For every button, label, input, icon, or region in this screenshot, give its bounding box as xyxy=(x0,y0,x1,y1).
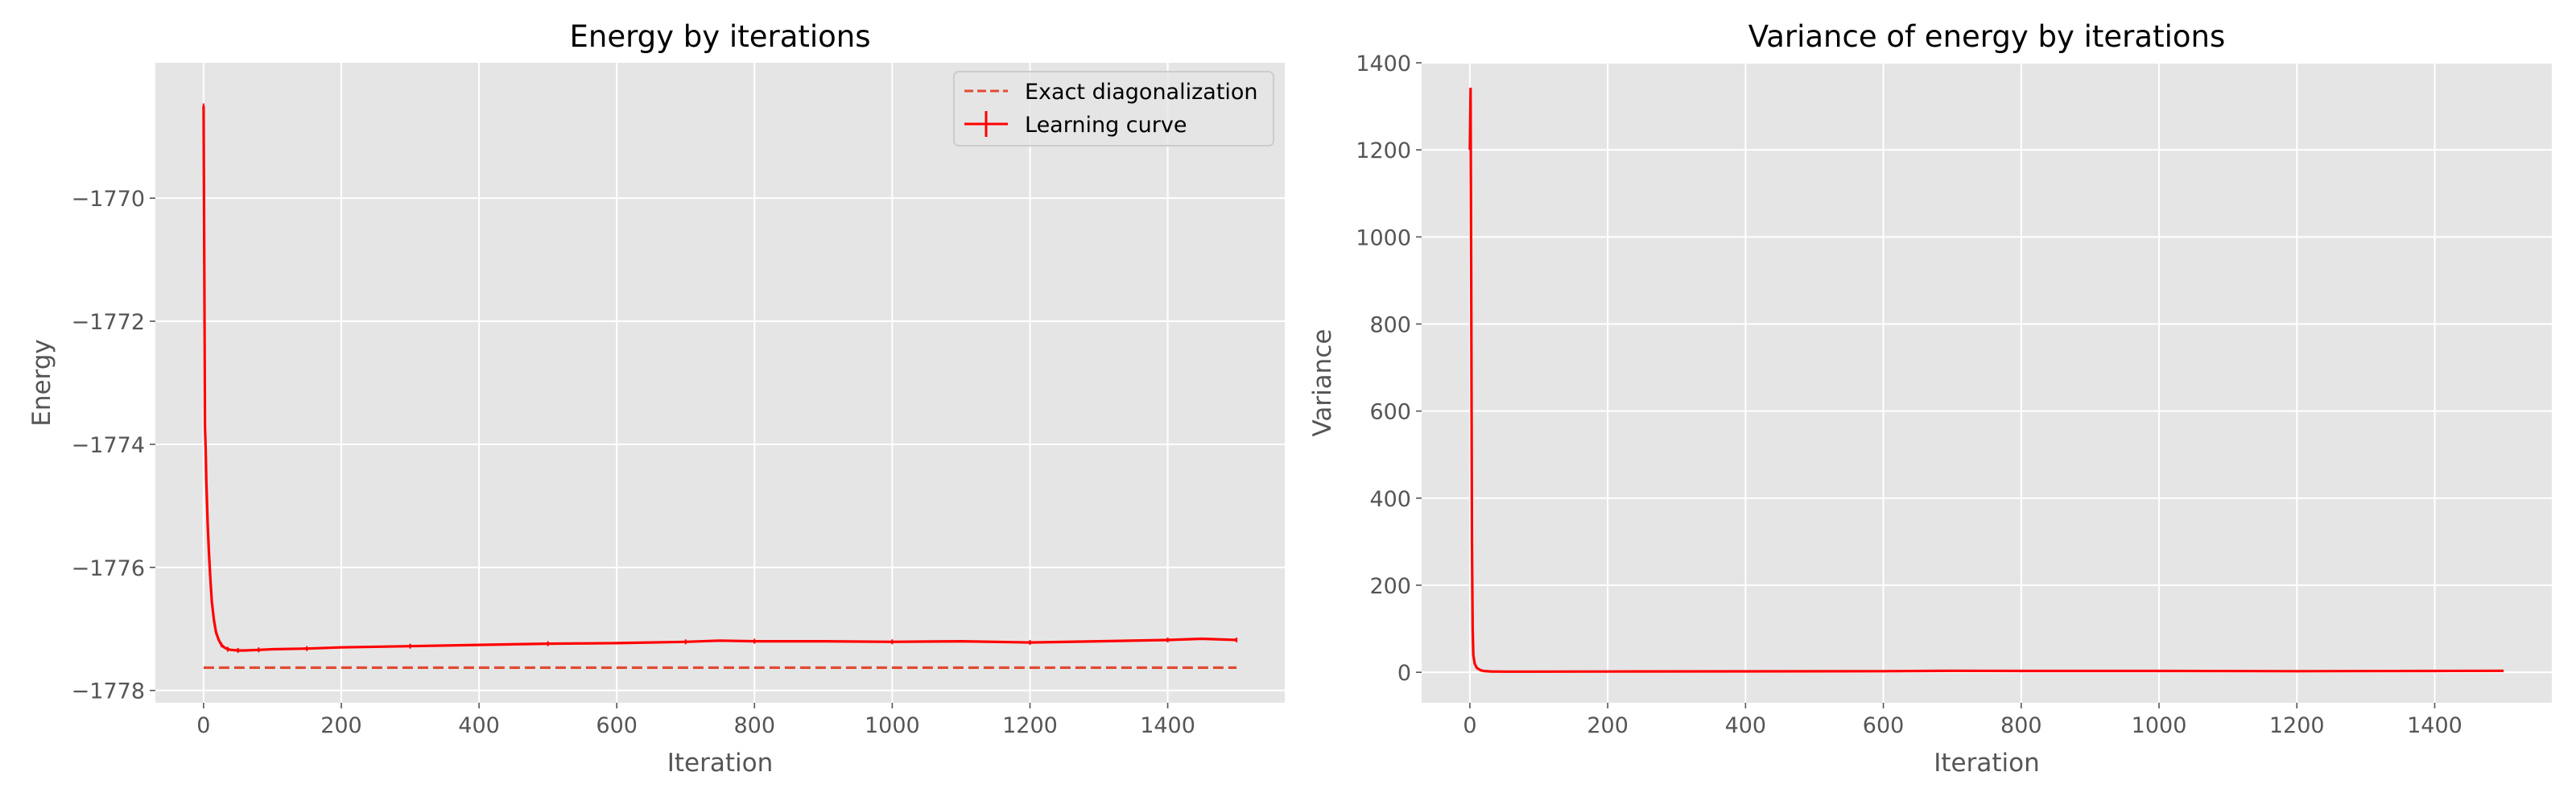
x-tick-label: 1200 xyxy=(2269,713,2325,738)
x-tick-label: 1400 xyxy=(2407,713,2462,738)
x-tick-label: 200 xyxy=(1587,713,1629,738)
variance-grid xyxy=(1422,62,2552,703)
energy-series xyxy=(202,103,1238,670)
x-tick-label: 400 xyxy=(1725,713,1767,738)
x-tick-label: 1000 xyxy=(2132,713,2187,738)
energy-x-axis-label: Iteration xyxy=(667,749,774,778)
x-tick-label: 600 xyxy=(1863,713,1905,738)
x-tick-label: 200 xyxy=(320,713,362,738)
variance-x-axis-label: Iteration xyxy=(1934,749,2040,778)
x-tick-label: 0 xyxy=(196,713,210,738)
y-tick-label: 200 xyxy=(1369,574,1411,599)
x-tick-label: 1200 xyxy=(1002,713,1058,738)
x-tick-label: 1400 xyxy=(1140,713,1195,738)
variance-chart-title: Variance of energy by iterations xyxy=(1748,19,2225,54)
y-tick-label: 0 xyxy=(1397,661,1411,686)
y-tick-label: −1772 xyxy=(72,310,145,335)
energy-grid xyxy=(155,63,1285,703)
y-tick-label: −1770 xyxy=(72,187,145,212)
y-tick-label: −1778 xyxy=(72,679,145,704)
x-tick-label: 400 xyxy=(458,713,500,738)
y-tick-label: −1776 xyxy=(72,556,145,581)
energy-legend: Exact diagonalization Learning curve xyxy=(953,71,1274,147)
y-tick-label: 1200 xyxy=(1356,138,1411,163)
variance-y-ticks: 0 200 400 600 800 1000 1200 1400 xyxy=(1356,52,1422,686)
y-tick-label: 600 xyxy=(1369,400,1411,425)
y-tick-label: 400 xyxy=(1369,487,1411,512)
variance-series-line-0 xyxy=(1468,87,2504,673)
x-tick-label: 800 xyxy=(734,713,776,738)
energy-y-ticks: −1778 −1776 −1774 −1772 −1770 xyxy=(72,187,155,704)
legend-box xyxy=(953,71,1274,147)
x-tick-label: 0 xyxy=(1463,713,1476,738)
legend-label-exact-diagonalization: Exact diagonalization xyxy=(1025,80,1258,105)
y-tick-label: −1774 xyxy=(72,433,145,458)
y-tick-label: 1400 xyxy=(1356,52,1411,76)
y-tick-label: 800 xyxy=(1369,312,1411,337)
y-tick-label: 1000 xyxy=(1356,225,1411,250)
x-tick-label: 600 xyxy=(596,713,638,738)
energy-chart-title: Energy by iterations xyxy=(569,19,870,54)
energy-plot-area xyxy=(155,63,1285,703)
variance-chart: 0 200 400 600 800 1000 1200 1400 0 200 400 600 800 1… xyxy=(1308,19,2552,778)
x-tick-label: 1000 xyxy=(865,713,920,738)
variance-series xyxy=(1468,87,2504,673)
variance-plot-area xyxy=(1422,63,2552,703)
legend-label-learning-curve: Learning curve xyxy=(1025,113,1187,138)
variance-x-ticks: 0 200 400 600 800 1000 1200 1400 xyxy=(1463,703,2462,738)
energy-y-axis-label: Energy xyxy=(27,339,56,427)
x-tick-label: 800 xyxy=(2000,713,2042,738)
energy-chart: 0 200 400 600 800 1000 1200 1400 −1778−1776−177… xyxy=(27,19,1285,778)
variance-y-axis-label: Variance xyxy=(1308,329,1337,437)
energy-x-ticks: 0 200 400 600 800 1000 1200 1400 xyxy=(196,703,1195,738)
